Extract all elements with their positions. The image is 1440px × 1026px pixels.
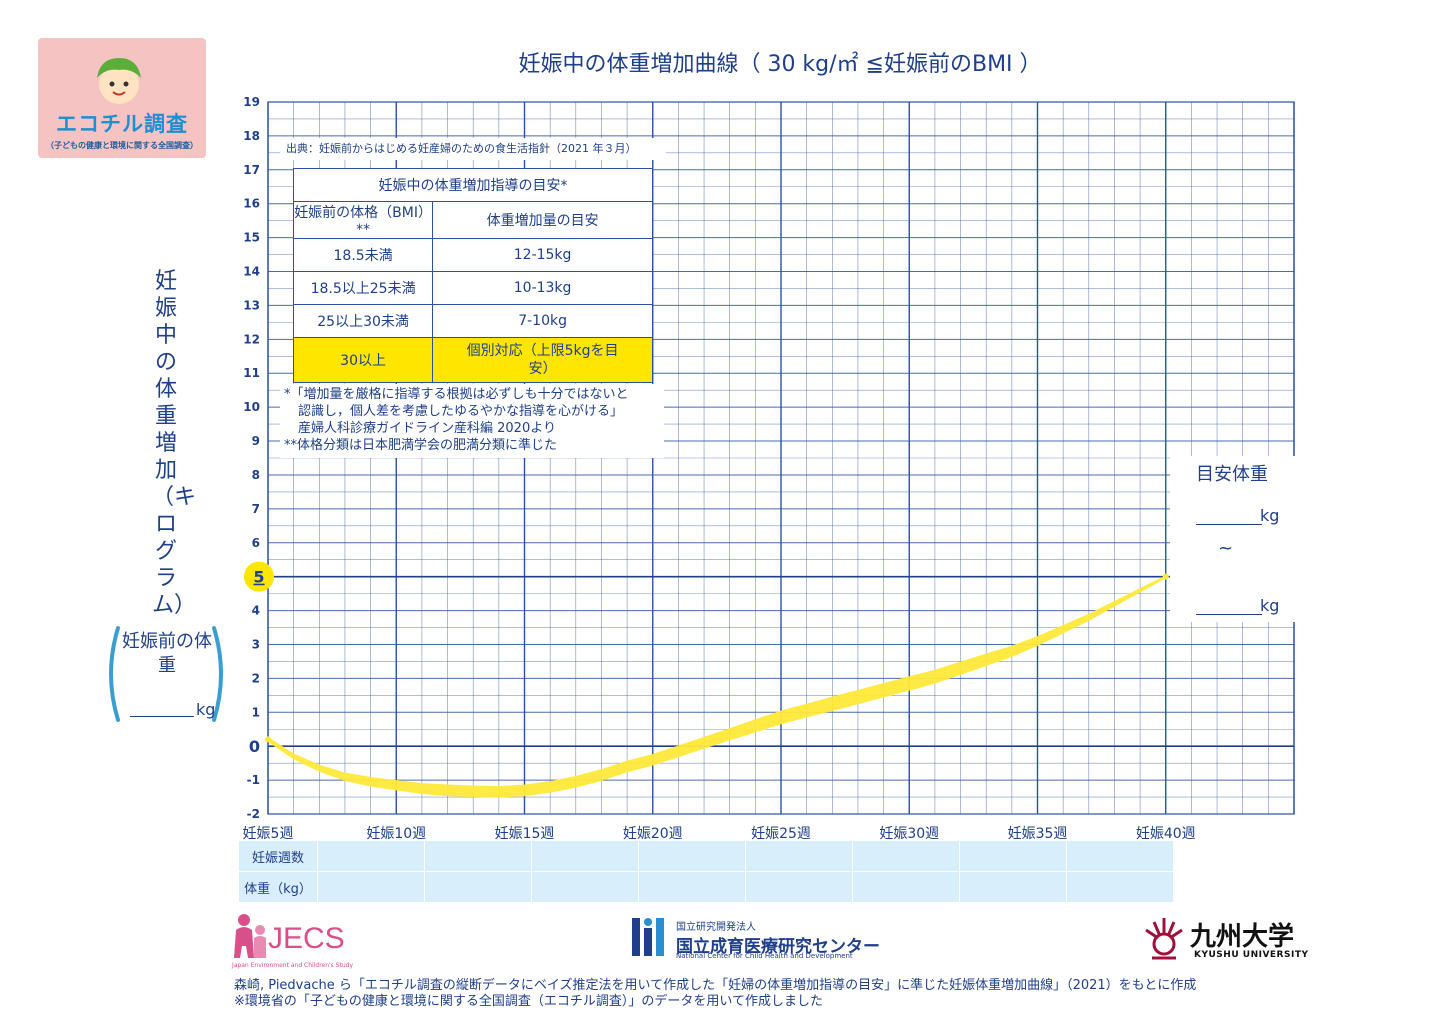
y-tick-label: -2 — [247, 807, 260, 821]
y-tick-label: 19 — [243, 95, 260, 109]
y-tick-label: 16 — [243, 197, 260, 211]
jecs-logo-subtitle: Japan Environment and Children's Study — [232, 962, 354, 969]
guide-row-gain: 7-10kg — [432, 304, 653, 338]
y-tick-label: 12 — [243, 332, 260, 346]
target-weight-box — [1170, 456, 1296, 622]
record-cell[interactable] — [1066, 840, 1174, 872]
record-cell[interactable] — [424, 840, 532, 872]
guide-table: 妊娠中の体重増加指導の目安* 妊娠前の体格（BMI）** 体重増加量の目安 18… — [292, 168, 653, 383]
record-cell[interactable] — [745, 840, 853, 872]
jecs-logo-icon — [234, 914, 266, 958]
kyushu-name: 九州大学 — [1190, 922, 1295, 952]
kyushu-english-name: KYUSHU UNIVERSITY — [1194, 950, 1309, 960]
note-line: 認識し，個人差を考慮したゆるやかな指導を心がける」 — [298, 404, 624, 419]
target-weight-unit: kg — [1260, 596, 1280, 615]
y-tick-label: 6 — [252, 536, 260, 550]
x-tick-label: 妊娠35週 — [1008, 826, 1068, 842]
guide-row-bmi: 18.5以上25未満 — [292, 271, 434, 305]
y-tick-label: 2 — [252, 671, 260, 685]
record-cell[interactable] — [959, 840, 1067, 872]
note-line: 産婦人科診療ガイドライン産科編 2020より — [298, 421, 556, 436]
y-tick-label: 4 — [252, 604, 260, 618]
record-cell[interactable] — [317, 840, 425, 872]
curve-start-point — [265, 736, 271, 743]
pre-weight-bracket-right — [212, 626, 223, 722]
jecs-logo-text: JECS — [268, 922, 345, 955]
record-row-label-weight: 体重（kg） — [238, 871, 318, 903]
y-tick-label: 18 — [243, 129, 260, 143]
record-cell[interactable] — [638, 871, 746, 903]
y-axis-label: 妊娠中の体重増加（キログラム） — [152, 269, 197, 618]
x-tick-label: 妊娠25週 — [751, 826, 811, 842]
y-tick-label: 3 — [252, 637, 260, 651]
curve-end-point — [1162, 573, 1169, 580]
source-note: 出典：妊娠前からはじめる妊産婦のための食生活指針（2021 年３月） — [280, 138, 666, 160]
note-line: **体格分類は日本肥満学会の肥満分類に準じた — [284, 438, 558, 453]
y-tick-label: 15 — [243, 231, 260, 245]
guide-row-bmi: 18.5未満 — [292, 238, 434, 272]
logo-title: エコチル調査 — [56, 112, 188, 136]
target-weight-blank-max — [1196, 614, 1262, 615]
y-tick-label: 11 — [243, 366, 260, 380]
notes: *「増加量を厳格に指導する根拠は必ずしも十分ではないと 認識し，個人差を考慮した… — [280, 384, 664, 458]
y-tick-label: 8 — [252, 468, 260, 482]
record-cell[interactable] — [959, 871, 1067, 903]
y-tick-label: -1 — [247, 773, 260, 787]
ncchd-type: 国立研究開発法人 — [676, 922, 756, 933]
record-cell[interactable] — [317, 871, 425, 903]
y-tick-label: 14 — [243, 265, 260, 279]
pre-weight-unit: kg — [196, 700, 216, 719]
y-tick-label: 13 — [243, 298, 260, 312]
highlight-marker — [244, 561, 274, 592]
pre-weight-label: 妊娠前の体重 — [122, 631, 212, 676]
record-cell[interactable] — [531, 840, 639, 872]
chart-title: 妊娠中の体重増加曲線（ 30 kg/㎡ ≦妊娠前のBMI ） — [518, 52, 1042, 77]
x-tick-label: 妊娠40週 — [1136, 826, 1196, 842]
guide-row-gain: 12-15kg — [432, 238, 653, 272]
record-row-label-weeks: 妊娠週数 — [238, 840, 318, 872]
record-table: 妊娠週数 体重（kg） — [238, 840, 1174, 903]
pre-weight-bracket-left — [109, 626, 120, 722]
target-weight-blank-min — [1196, 524, 1262, 525]
record-cell[interactable] — [638, 840, 746, 872]
target-weight-label: 目安体重 — [1196, 464, 1268, 485]
record-cell[interactable] — [852, 871, 960, 903]
guide-header-gain: 体重増加量の目安 — [432, 201, 653, 239]
guide-row-gain: 10-13kg — [432, 271, 653, 305]
x-tick-label: 妊娠15週 — [495, 826, 555, 842]
x-tick-label: 妊娠30週 — [879, 826, 939, 842]
record-cell[interactable] — [852, 840, 960, 872]
y-tick-label: 9 — [252, 434, 260, 448]
pre-weight-blank — [130, 716, 194, 717]
guide-table-title: 妊娠中の体重増加指導の目安* — [293, 168, 653, 202]
x-tick-label: 妊娠5週 — [243, 826, 294, 842]
ncchd-english-name: National Center for Child Health and Dev… — [676, 952, 853, 960]
y-tick-label-zero: 0 — [249, 737, 260, 756]
y-tick-label: 10 — [243, 400, 260, 414]
ncchd-logo-icon — [632, 918, 664, 956]
record-cell[interactable] — [1066, 871, 1174, 903]
guide-header-bmi: 妊娠前の体格（BMI）** — [292, 201, 434, 239]
guide-row-gain-highlight: 個別対応（上限5kgを目安） — [432, 337, 653, 383]
kyushu-emblem-icon — [1145, 918, 1183, 960]
child-face-icon — [97, 58, 141, 104]
credit-line: ※環境省の「子どもの健康と環境に関する全国調査（エコチル調査）」のデータを用いて… — [234, 994, 824, 1009]
guide-row-bmi: 25以上30未満 — [292, 304, 434, 338]
y-tick-label: 1 — [252, 705, 260, 719]
target-weight-tilde: ~ — [1218, 538, 1234, 559]
record-cell[interactable] — [531, 871, 639, 903]
ncchd-name: 国立成育医療研究センター — [676, 937, 880, 957]
x-tick-label: 妊娠10週 — [366, 826, 426, 842]
target-weight-unit: kg — [1260, 506, 1280, 525]
y-tick-label-highlight: 5 — [253, 568, 264, 587]
y-tick-label: 17 — [243, 163, 260, 177]
guide-row-bmi-highlight: 30以上 — [292, 337, 434, 383]
x-tick-label: 妊娠20週 — [623, 826, 683, 842]
note-line: *「増加量を厳格に指導する根拠は必ずしも十分ではないと — [284, 387, 629, 402]
record-cell[interactable] — [745, 871, 853, 903]
logo-subtitle: （子どもの健康と環境に関する全国調査） — [46, 141, 198, 150]
credit-line: 森崎, Piedvache ら「エコチル調査の縦断データにベイズ推定法を用いて作… — [234, 978, 1197, 993]
y-tick-label: 7 — [252, 502, 260, 516]
record-cell[interactable] — [424, 871, 532, 903]
